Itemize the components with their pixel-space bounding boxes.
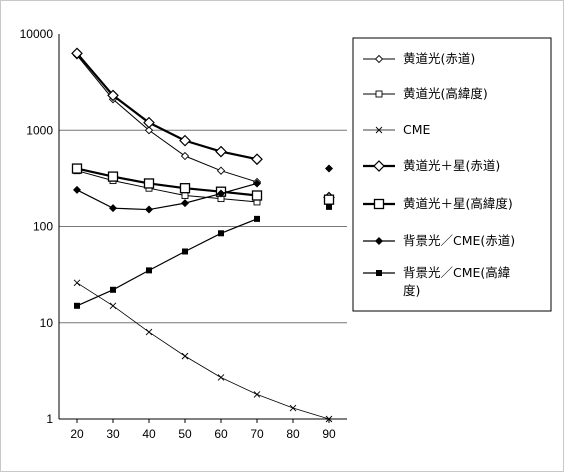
axis-layer: 1 10 100 1000 10000 20 30 40 50 60 70 80 90: [20, 27, 347, 441]
x-tick-label: 50: [178, 427, 192, 441]
data-point: [289, 404, 297, 412]
data-point: [143, 116, 155, 129]
data-point: [216, 166, 226, 175]
data-point: [215, 145, 227, 158]
data-point: [145, 205, 153, 214]
x-tick-label: 80: [286, 427, 300, 441]
legend-label: 黄道光(高緯度): [403, 86, 488, 101]
data-point: [179, 134, 191, 147]
legend-label: 黄道光＋星(高緯度): [403, 196, 513, 211]
data-point: [373, 198, 385, 210]
legend-item: 背景光／CME(高緯度): [363, 265, 510, 298]
y-tick-label: 1: [46, 412, 53, 426]
data-point: [325, 415, 333, 423]
legend-label: 黄道光(赤道): [403, 51, 475, 66]
legend-label: 黄道光＋星(赤道): [403, 158, 500, 173]
series-4: [71, 47, 335, 204]
legend-box: [352, 37, 552, 312]
data-point: [218, 230, 224, 237]
data-point: [253, 391, 261, 398]
data-point: [107, 89, 119, 102]
x-tick-label: 70: [250, 427, 264, 441]
data-point: [217, 189, 225, 198]
legend-item: 黄道光＋星(赤道): [363, 158, 500, 173]
y-tick-label: 10: [40, 316, 54, 330]
data-point: [373, 160, 385, 172]
data-point: [254, 215, 260, 222]
x-tick-label: 60: [214, 427, 228, 441]
data-point: [251, 190, 263, 201]
data-point: [182, 248, 188, 255]
legend-item: 黄道光(赤道): [363, 51, 475, 66]
legend-label: 背景光／CME(高緯: [403, 265, 510, 280]
y-tick-label: 1000: [26, 123, 53, 137]
data-point: [71, 163, 83, 174]
data-point: [179, 183, 191, 194]
series-3: [73, 279, 333, 423]
data-point: [74, 302, 80, 309]
y-tick-label: 100: [33, 220, 53, 234]
series-7: [74, 203, 332, 309]
data-point: [143, 178, 155, 189]
y-tick-label: 10000: [20, 27, 54, 41]
data-point: [110, 286, 116, 293]
legend-item: 背景光／CME(赤道): [363, 233, 515, 248]
data-point: [251, 153, 263, 166]
data-point: [181, 192, 189, 199]
legend-item: 黄道光＋星(高緯度): [363, 196, 513, 211]
series-line: [76, 170, 258, 203]
data-point: [323, 194, 335, 205]
legend-item: 黄道光(高緯度): [363, 86, 488, 101]
data-point: [253, 179, 261, 188]
series-line: [76, 55, 258, 183]
data-point: [109, 204, 117, 213]
series-line: [76, 182, 258, 211]
series-6: [73, 164, 333, 214]
legend-layer: 黄道光(赤道) 黄道光(高緯度) CME 黄道光＋星(赤道) 黄道光＋星(高緯度) 背景光…: [352, 37, 552, 312]
data-point: [376, 270, 382, 276]
series-layer: [71, 47, 335, 423]
legend-label: 背景光／CME(赤道): [403, 233, 515, 248]
data-point: [71, 47, 83, 60]
data-point: [73, 185, 81, 194]
data-point: [181, 199, 189, 208]
data-point: [145, 328, 153, 336]
data-point: [109, 302, 117, 310]
data-point: [375, 126, 383, 134]
data-point: [144, 126, 154, 135]
x-tick-label: 30: [106, 427, 120, 441]
data-point: [375, 237, 383, 245]
x-tick-label: 40: [142, 427, 156, 441]
data-point: [375, 90, 383, 98]
series-line: [76, 218, 258, 307]
series-1: [72, 51, 262, 187]
data-point: [146, 267, 152, 274]
x-tick-label: 90: [322, 427, 336, 441]
data-point: [180, 151, 190, 161]
legend-label: 度): [403, 283, 420, 298]
grid-layer: [59, 129, 347, 324]
data-point: [325, 164, 333, 173]
legend-label: CME: [403, 122, 431, 137]
x-tick-label: 20: [70, 427, 84, 441]
data-point: [326, 203, 332, 210]
data-point: [374, 54, 384, 64]
legend-item: CME: [363, 122, 431, 137]
data-point: [107, 171, 119, 182]
data-point: [73, 279, 81, 287]
data-point: [181, 352, 189, 360]
series-line: [76, 52, 258, 161]
data-point: [217, 374, 225, 381]
series-line: [76, 282, 330, 420]
